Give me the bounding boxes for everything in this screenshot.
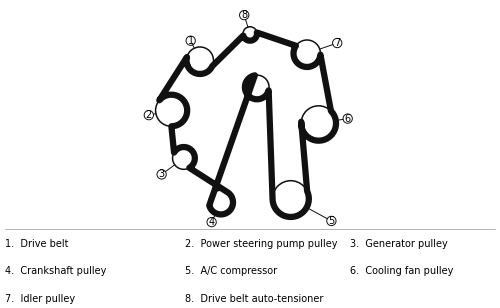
- Text: 8.  Drive belt auto-tensioner: 8. Drive belt auto-tensioner: [185, 294, 324, 304]
- Text: 4: 4: [208, 217, 214, 227]
- Text: 6.  Cooling fan pulley: 6. Cooling fan pulley: [350, 266, 454, 276]
- Text: 4.  Crankshaft pulley: 4. Crankshaft pulley: [5, 266, 106, 276]
- Text: 7: 7: [334, 38, 340, 48]
- Text: 2: 2: [146, 110, 152, 120]
- Text: 5: 5: [328, 216, 334, 226]
- Text: 3: 3: [158, 169, 164, 180]
- Text: 1: 1: [188, 36, 194, 46]
- Text: 2.  Power steering pump pulley: 2. Power steering pump pulley: [185, 239, 338, 249]
- Text: 3.  Generator pulley: 3. Generator pulley: [350, 239, 448, 249]
- Text: 6: 6: [344, 114, 350, 124]
- Text: 7.  Idler pulley: 7. Idler pulley: [5, 294, 75, 304]
- Text: 1.  Drive belt: 1. Drive belt: [5, 239, 68, 249]
- Text: 8: 8: [241, 10, 247, 20]
- Text: 5.  A/C compressor: 5. A/C compressor: [185, 266, 277, 276]
